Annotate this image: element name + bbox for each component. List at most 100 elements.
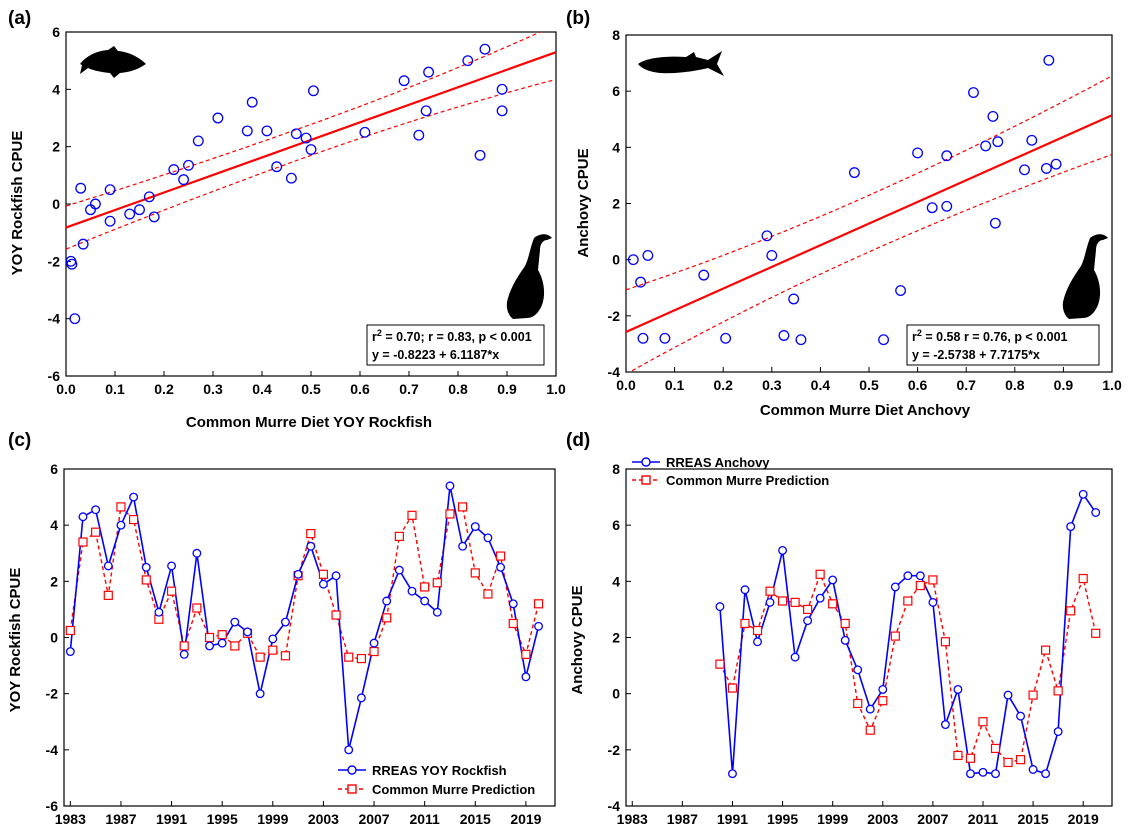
panel-a-data-point (104, 215, 116, 227)
panel-c-predicted-marker (217, 630, 227, 640)
panel-b-data-point (968, 87, 979, 99)
panel-c-observed-marker (534, 621, 543, 631)
panel-a-y-tick-label: 2 (52, 139, 60, 155)
panel-a-x-tick-label: 0.6 (350, 381, 370, 397)
panel-d-observed-marker (1066, 522, 1076, 532)
panel-c-plot: -6 -4 -2 0 2 4 6 1983 1987 1991 1995 1999 2003 2007 20… (46, 461, 556, 827)
panel-d-observed-marker (903, 571, 913, 581)
panel-a-x-tick-label: 0.9 (497, 381, 517, 397)
panel-b-x-tick-label: 0.8 (1005, 377, 1025, 393)
panel-d-legend: RREAS Anchovy Common Murre Prediction (632, 455, 829, 488)
panel-c-predicted-marker (318, 569, 329, 579)
panel-d-predicted-marker (928, 575, 938, 585)
panel-a-data-point (77, 238, 89, 250)
panel-c-observed-marker (91, 505, 101, 515)
panel-b-x-tick-label: 0.0 (616, 377, 636, 393)
panel-d-observed-marker (803, 616, 813, 626)
panel-c-x-tick-label: 2019 (510, 811, 541, 827)
panel-d-predicted-marker (890, 631, 900, 641)
panel-d-legend-observed: RREAS Anchovy (666, 455, 770, 470)
panel-d-predicted-marker (878, 696, 888, 706)
panel-d-observed-marker (865, 704, 875, 714)
panel-d-observed-marker (853, 665, 863, 675)
panel-a-y-tick-label: 6 (52, 24, 60, 40)
panel-c-y-tick-label: 0 (50, 630, 58, 646)
panel-c-observed-marker (103, 561, 113, 571)
panel-d-predicted-marker (765, 586, 775, 596)
panel-b-data-point (637, 332, 649, 344)
panel-d-predicted-marker (990, 743, 1001, 754)
panel-c-observed-marker (281, 617, 290, 627)
panel-c-observed-marker (179, 649, 189, 659)
panel-a-data-point (75, 182, 87, 194)
panel-c-predicted-marker (280, 651, 291, 661)
panel-d-label: (d) (566, 430, 590, 451)
panel-c-predicted-marker (445, 509, 455, 519)
panel-d-predicted-marker (1053, 686, 1063, 696)
panel-a-data-point (241, 125, 253, 137)
panel-c-predicted-marker (65, 625, 75, 636)
panel-c-predicted-marker (394, 531, 404, 542)
panel-d-observed-marker (815, 593, 825, 603)
panel-d-predicted-marker (752, 625, 763, 636)
panel-c-y-tick-label: -6 (46, 798, 59, 814)
panel-a-lower-ci-line (66, 78, 556, 250)
panel-a-data-point (462, 55, 474, 67)
panel-b-lower-ci-line (628, 153, 1112, 372)
panel-b-y-tick-label: 4 (612, 139, 620, 155)
panel-c-observed-marker (318, 579, 328, 589)
panel-b-y-tick-label: -4 (608, 364, 621, 380)
panel-b-x-axis-label: Common Murre Diet Anchovy (760, 402, 971, 419)
panel-d-predicted-marker (790, 597, 800, 607)
panel-c-predicted-marker (369, 646, 379, 657)
panel-b-data-point (989, 217, 1001, 229)
rockfish-silhouette-icon (80, 46, 146, 78)
panel-b-plot-frame (625, 34, 1113, 373)
panel-d-predicted-marker (1028, 690, 1038, 700)
panel-d-observed-marker (790, 652, 800, 662)
panel-c-observed-marker (78, 512, 88, 522)
panel-d-observed-marker (1003, 690, 1013, 700)
panel-c-predicted-marker (116, 502, 126, 512)
panel-d-plot-frame (625, 468, 1113, 807)
panel-c-y-tick-label: 4 (50, 517, 58, 533)
panel-d-x-tick-label: 2003 (867, 811, 898, 827)
panel-b-regression-line (625, 114, 1113, 333)
panel-d-x-tick-label: 1999 (817, 811, 848, 827)
panel-d-x-tick-label: 2019 (1068, 811, 1099, 827)
panel-d-observed-line (719, 492, 1097, 775)
panel-c-observed-marker (369, 638, 379, 648)
panel-c-predicted-marker (255, 652, 265, 662)
panel-d-predicted-marker (828, 599, 838, 609)
panel-c-observed-marker (344, 745, 354, 755)
murre-silhouette-icon (1062, 234, 1108, 319)
panel-c-predicted-marker (179, 641, 189, 651)
panel-c-observed-marker (483, 533, 493, 543)
panel-a-data-point (496, 83, 508, 95)
panel-c-observed-marker (508, 599, 518, 609)
panel-a-y-tick-label: 4 (52, 81, 60, 97)
panel-b-data-point (878, 334, 890, 346)
panel-b-data-point (926, 202, 938, 214)
panel-c-observed-marker (496, 562, 506, 572)
panel-a-data-point (192, 135, 204, 147)
panel-d-observed-marker (1041, 769, 1051, 779)
panel-c-observed-marker (407, 586, 417, 596)
panel-c-observed-marker (521, 672, 531, 682)
panel-b-y-tick-label: -2 (608, 308, 621, 324)
panel-c-legend: RREAS YOY Rockfish Common Murre Predicti… (338, 763, 535, 797)
panel-c-predicted-marker (91, 527, 101, 537)
panel-d-predicted-marker (815, 569, 825, 579)
panel-a-data-point (420, 105, 432, 117)
panel-c-y-tick-label: -2 (46, 686, 59, 702)
panel-d-y-tick-label: 2 (612, 630, 620, 646)
murre-silhouette-icon (506, 234, 552, 319)
anchovy-silhouette-icon (638, 51, 724, 76)
panel-c-predicted-marker (420, 582, 430, 592)
panel-a-data-point (261, 125, 273, 137)
panel-c-observed-marker (306, 541, 316, 551)
panel-d-predicted-marker (1041, 645, 1051, 655)
panel-d-observed-marker (778, 545, 788, 555)
panel-d-y-axis-label: Anchovy CPUE (569, 585, 586, 694)
panel-a-upper-ci-line (66, 32, 542, 207)
